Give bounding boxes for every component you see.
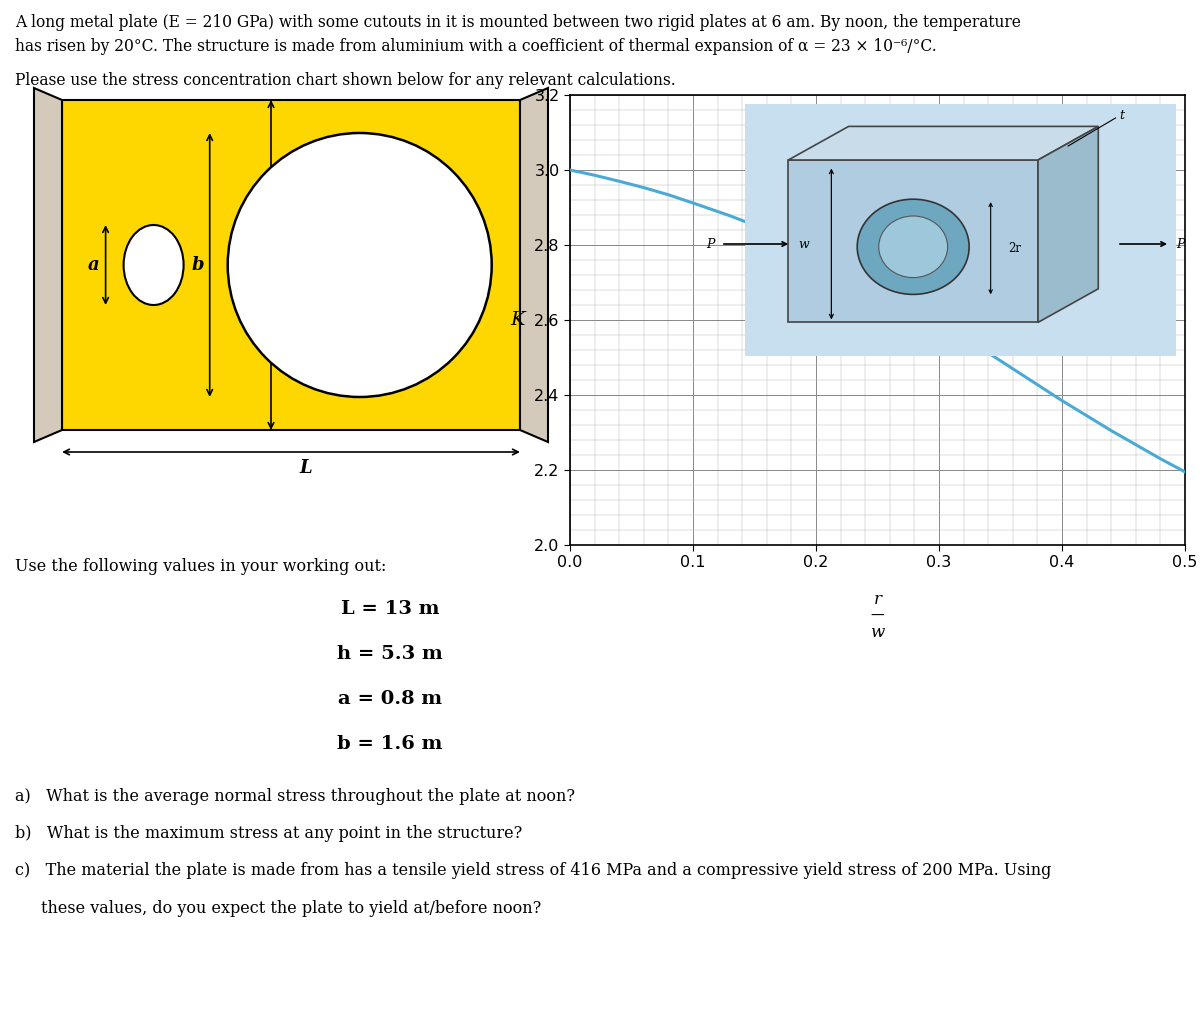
Bar	[62, 100, 520, 430]
Text: these values, do you expect the plate to yield at/before noon?: these values, do you expect the plate to…	[41, 900, 541, 917]
Y-axis label: K: K	[510, 311, 524, 330]
Text: $\sigma_{\rm avg} = \dfrac{P}{(w - 2r)t}$: $\sigma_{\rm avg} = \dfrac{P}{(w - 2r)t}…	[954, 289, 1066, 323]
Ellipse shape	[228, 133, 492, 397]
Text: b: b	[191, 256, 204, 274]
Text: Please use the stress concentration chart shown below for any relevant calculati: Please use the stress concentration char…	[14, 72, 676, 89]
Text: A long metal plate (E = 210 GPa) with some cutouts in it is mounted between two : A long metal plate (E = 210 GPa) with so…	[14, 14, 1021, 31]
Polygon shape	[520, 88, 548, 442]
Text: a = 0.8 m: a = 0.8 m	[338, 690, 442, 708]
Text: Use the following values in your working out:: Use the following values in your working…	[14, 558, 386, 575]
Text: a: a	[88, 256, 100, 274]
Text: r: r	[874, 591, 882, 608]
Text: —: —	[871, 609, 884, 623]
Text: h = 5.3 m: h = 5.3 m	[337, 645, 443, 663]
Text: L: L	[300, 459, 312, 477]
Text: has risen by 20°C. The structure is made from aluminium with a coefficient of th: has risen by 20°C. The structure is made…	[14, 38, 937, 55]
Ellipse shape	[124, 225, 184, 305]
Text: w: w	[870, 624, 884, 642]
Text: b)   What is the maximum stress at any point in the structure?: b) What is the maximum stress at any poi…	[14, 825, 522, 842]
Polygon shape	[34, 88, 62, 442]
Text: c)   The material the plate is made from has a tensile yield stress of 416 MPa a: c) The material the plate is made from h…	[14, 862, 1051, 879]
Text: b = 1.6 m: b = 1.6 m	[337, 735, 443, 753]
Text: L = 13 m: L = 13 m	[341, 600, 439, 618]
Text: a)   What is the average normal stress throughout the plate at noon?: a) What is the average normal stress thr…	[14, 788, 575, 805]
Text: h: h	[251, 251, 264, 270]
